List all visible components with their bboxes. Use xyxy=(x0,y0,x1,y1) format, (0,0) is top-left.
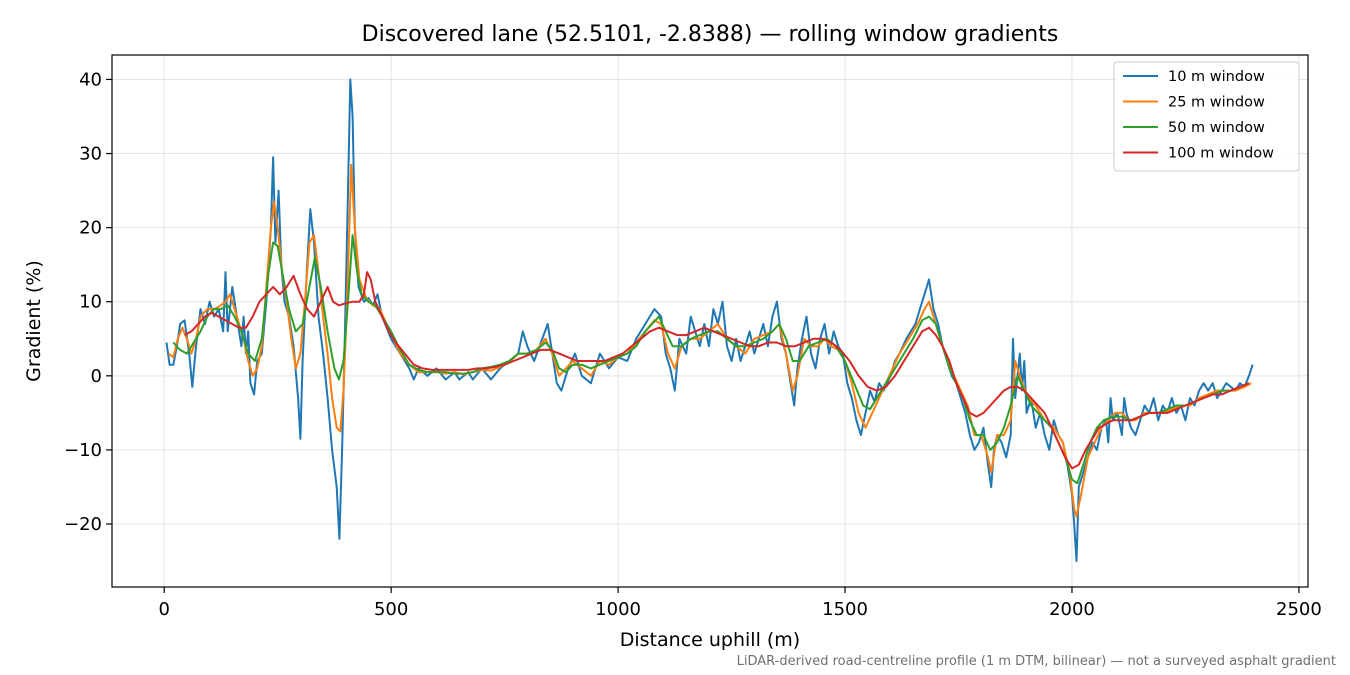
legend-label: 10 m window xyxy=(1168,69,1265,85)
x-tick-label: 2000 xyxy=(1049,599,1095,620)
x-tick-label: 500 xyxy=(374,599,408,620)
legend-label: 50 m window xyxy=(1168,120,1265,136)
grid-lines xyxy=(112,55,1308,587)
y-tick-label: 10 xyxy=(79,292,102,313)
plot-frame xyxy=(111,54,1309,588)
x-tick-label: 1000 xyxy=(595,599,641,620)
chart-title: Discovered lane (52.5101, -2.8388) — rol… xyxy=(362,22,1059,47)
y-tick-label: 40 xyxy=(79,69,102,90)
legend-label: 25 m window xyxy=(1168,95,1265,111)
footnote: LiDAR-derived road-centreline profile (1… xyxy=(737,654,1336,669)
x-tick-label: 0 xyxy=(158,599,169,620)
legend: 10 m window 25 m window 50 m window 100 m w… xyxy=(1113,61,1300,172)
series-layer xyxy=(165,78,1254,563)
y-tick-label: 0 xyxy=(91,366,102,387)
y-tick-label: 30 xyxy=(79,144,102,165)
y-tick-label: −20 xyxy=(64,514,102,535)
legend-label: 100 m window xyxy=(1168,146,1274,162)
legend-box xyxy=(1113,61,1300,172)
x-axis-ticks: 0 500 1000 1500 2000 2500 xyxy=(158,587,1322,620)
x-tick-label: 1500 xyxy=(822,599,868,620)
y-tick-label: −10 xyxy=(64,440,102,461)
y-tick-label: 20 xyxy=(79,218,102,239)
series-line-4 xyxy=(184,271,1250,470)
x-axis-label: Distance uphill (m) xyxy=(620,629,800,651)
y-axis-ticks: −20 −10 0 10 20 30 40 xyxy=(64,69,112,535)
x-tick-label: 2500 xyxy=(1276,599,1322,620)
y-axis-label: Gradient (%) xyxy=(23,260,45,382)
